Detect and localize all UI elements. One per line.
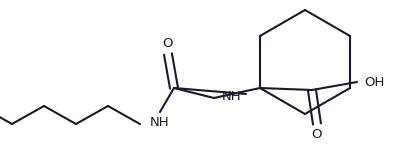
Text: OH: OH [364,76,384,88]
Text: O: O [163,36,173,49]
Text: O: O [312,128,322,141]
Text: NH: NH [150,116,170,128]
Text: NH: NH [222,89,242,103]
